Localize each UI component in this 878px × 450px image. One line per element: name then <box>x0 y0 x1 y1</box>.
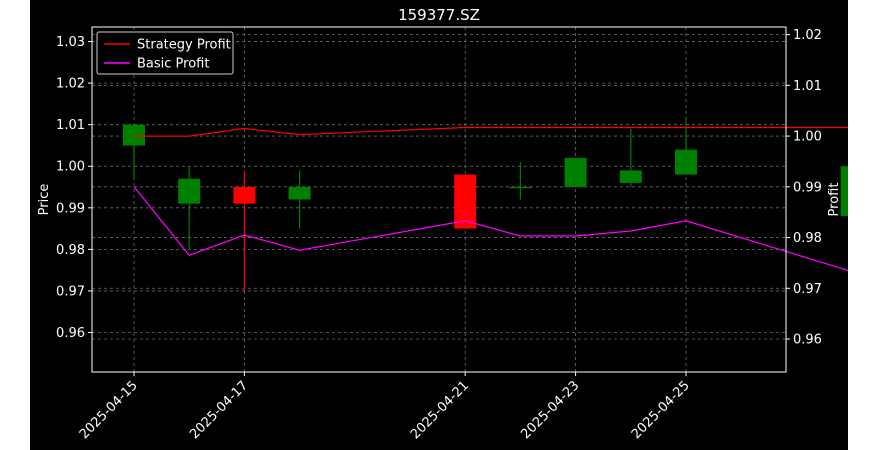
chart-figure: 0.96 0.97 0.98 0.99 1.00 1.01 1.02 1.03 0.96 0.97… <box>30 0 848 450</box>
x-tick-label-4: 2025-04-25 <box>629 378 693 442</box>
plot-frame <box>91 26 787 373</box>
y-tick-label-right-5: 1.01 <box>793 79 822 94</box>
chart-title: 159377.SZ <box>398 6 480 24</box>
x-tick-label-3: 2025-04-23 <box>518 378 582 442</box>
y-axis-label-left: Price <box>37 184 52 216</box>
profit-lines-layer <box>133 126 848 272</box>
candle-body-1 <box>178 178 201 204</box>
y-tick-label-right-0: 0.96 <box>793 333 822 348</box>
x-tick-label-0: 2025-04-15 <box>77 378 141 442</box>
candle-layer <box>123 116 848 291</box>
y-tick-label-left-1: 0.97 <box>56 284 85 299</box>
series-line-strategy-profit <box>134 126 848 137</box>
y-tick-label-right-1: 0.97 <box>793 282 822 297</box>
legend-box <box>96 31 234 75</box>
y-tick-label-left-6: 1.02 <box>56 77 85 92</box>
y-tick-label-left-5: 1.01 <box>56 118 85 133</box>
y-tick-label-left-4: 1.00 <box>56 160 85 175</box>
candle-body-7 <box>619 170 642 183</box>
y-tick-label-right-3: 0.99 <box>793 180 822 195</box>
y-tick-label-right-4: 1.00 <box>793 130 822 145</box>
legend: Strategy Profit Basic Profit <box>96 31 234 75</box>
axis-layer: 0.96 0.97 0.98 0.99 1.00 1.01 1.02 1.03 0.96 0.97… <box>56 28 822 442</box>
candle-body-2 <box>233 187 256 204</box>
candle-body-6 <box>564 157 587 188</box>
y-tick-label-left-3: 0.99 <box>56 201 85 216</box>
y-tick-label-left-0: 0.96 <box>56 326 85 341</box>
candle-body-3 <box>288 187 311 200</box>
candlestick-chart: 0.96 0.97 0.98 0.99 1.00 1.01 1.02 1.03 0.96 0.97… <box>37 6 848 442</box>
legend-label-strategy-profit: Strategy Profit <box>137 38 231 53</box>
y-tick-label-left-2: 0.98 <box>56 243 85 258</box>
candle-body-4 <box>454 174 477 229</box>
candle-body-8 <box>675 149 697 175</box>
series-line-basic-profit <box>133 186 848 272</box>
grid-layer <box>92 27 786 372</box>
candle-body-0 <box>123 124 145 146</box>
legend-label-basic-profit: Basic Profit <box>137 57 209 72</box>
x-tick-label-2: 2025-04-21 <box>408 378 472 442</box>
x-tick-label-1: 2025-04-17 <box>187 378 251 442</box>
y-tick-label-left-7: 1.03 <box>56 35 85 50</box>
y-tick-label-right-6: 1.02 <box>793 28 822 43</box>
candle-body-9 <box>840 166 848 217</box>
y-axis-label-right: Profit <box>827 183 842 217</box>
candle-body-5 <box>509 187 532 189</box>
y-tick-label-right-2: 0.98 <box>793 231 822 246</box>
